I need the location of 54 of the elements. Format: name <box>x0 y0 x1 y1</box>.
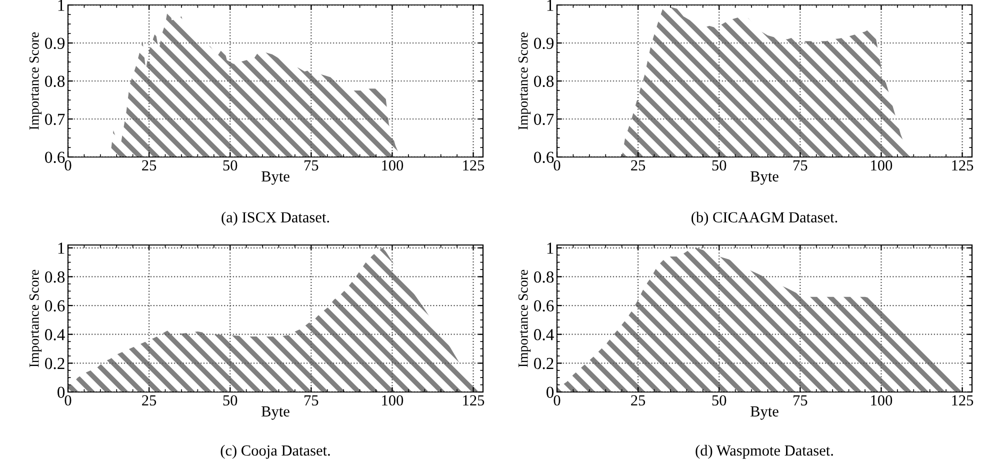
y-tick-label: 1 <box>547 0 554 11</box>
x-axis-title: Byte <box>750 171 778 185</box>
y-tick-label: 0.6 <box>45 152 65 164</box>
x-axis-title: Byte <box>262 406 290 420</box>
y-tick-label: 1 <box>547 242 554 254</box>
x-tick-label: 100 <box>382 395 404 406</box>
y-tick-label: 0.8 <box>534 76 554 88</box>
text: (a) ISCX Dataset. <box>222 212 330 226</box>
y-tick-label: 0.6 <box>534 152 554 164</box>
y-tick-label: 0.7 <box>534 114 554 126</box>
y-tick-label: 0 <box>546 386 554 398</box>
y-tick-label: 0.6 <box>534 300 554 312</box>
y-tick-label: 0.6 <box>45 300 65 312</box>
y-tick-label: 0 <box>58 386 65 398</box>
text: (c) Cooja Dataset. <box>220 444 330 459</box>
x-tick-label: 100 <box>871 395 892 406</box>
x-axis-title: Byte <box>262 171 290 185</box>
y-tick-label: 1 <box>58 242 64 254</box>
x-tick-label: 125 <box>952 160 974 171</box>
x-tick-label: 75 <box>794 160 808 171</box>
x-tick-label: 50 <box>223 160 238 171</box>
y-axis-title: Importance Score <box>29 270 42 368</box>
x-tick-label: 50 <box>223 395 238 406</box>
y-tick-label: 0.4 <box>45 329 65 340</box>
x-tick-label: 100 <box>871 160 892 171</box>
x-tick-label: 125 <box>463 395 484 406</box>
y-axis-title: Importance Score <box>518 32 531 130</box>
x-tick-label: 25 <box>631 160 646 171</box>
x-tick-label: 50 <box>712 160 726 171</box>
x-tick-label: 125 <box>463 160 484 171</box>
y-axis-title: Importance Score <box>518 270 531 368</box>
x-tick-label: 25 <box>142 395 156 406</box>
y-tick-label: 0.8 <box>45 271 65 283</box>
text: (d) Waspmote Dataset. <box>696 444 833 459</box>
y-tick-label: 0.4 <box>534 329 554 340</box>
y-tick-label: 0.2 <box>45 358 64 370</box>
x-tick-label: 100 <box>382 160 404 171</box>
y-tick-label: 0.9 <box>45 38 65 50</box>
x-tick-label: 50 <box>712 395 726 406</box>
y-tick-label: 0.2 <box>534 358 554 370</box>
y-tick-label: 0.8 <box>45 76 65 88</box>
x-tick-label: 75 <box>794 395 808 406</box>
x-tick-label: 125 <box>952 395 974 406</box>
x-tick-label: 75 <box>304 395 318 406</box>
y-axis-title: Importance Score <box>29 32 42 130</box>
y-tick-label: 0.9 <box>534 38 554 50</box>
x-tick-label: 75 <box>304 160 318 171</box>
y-tick-label: 0.8 <box>534 271 554 283</box>
x-axis-title: Byte <box>750 406 778 420</box>
y-tick-label: 1 <box>58 0 64 11</box>
y-tick-label: 0.7 <box>45 114 65 126</box>
x-tick-label: 25 <box>631 395 646 406</box>
x-tick-label: 25 <box>142 160 156 171</box>
text: (b) CICAAGM Dataset. <box>692 212 838 226</box>
